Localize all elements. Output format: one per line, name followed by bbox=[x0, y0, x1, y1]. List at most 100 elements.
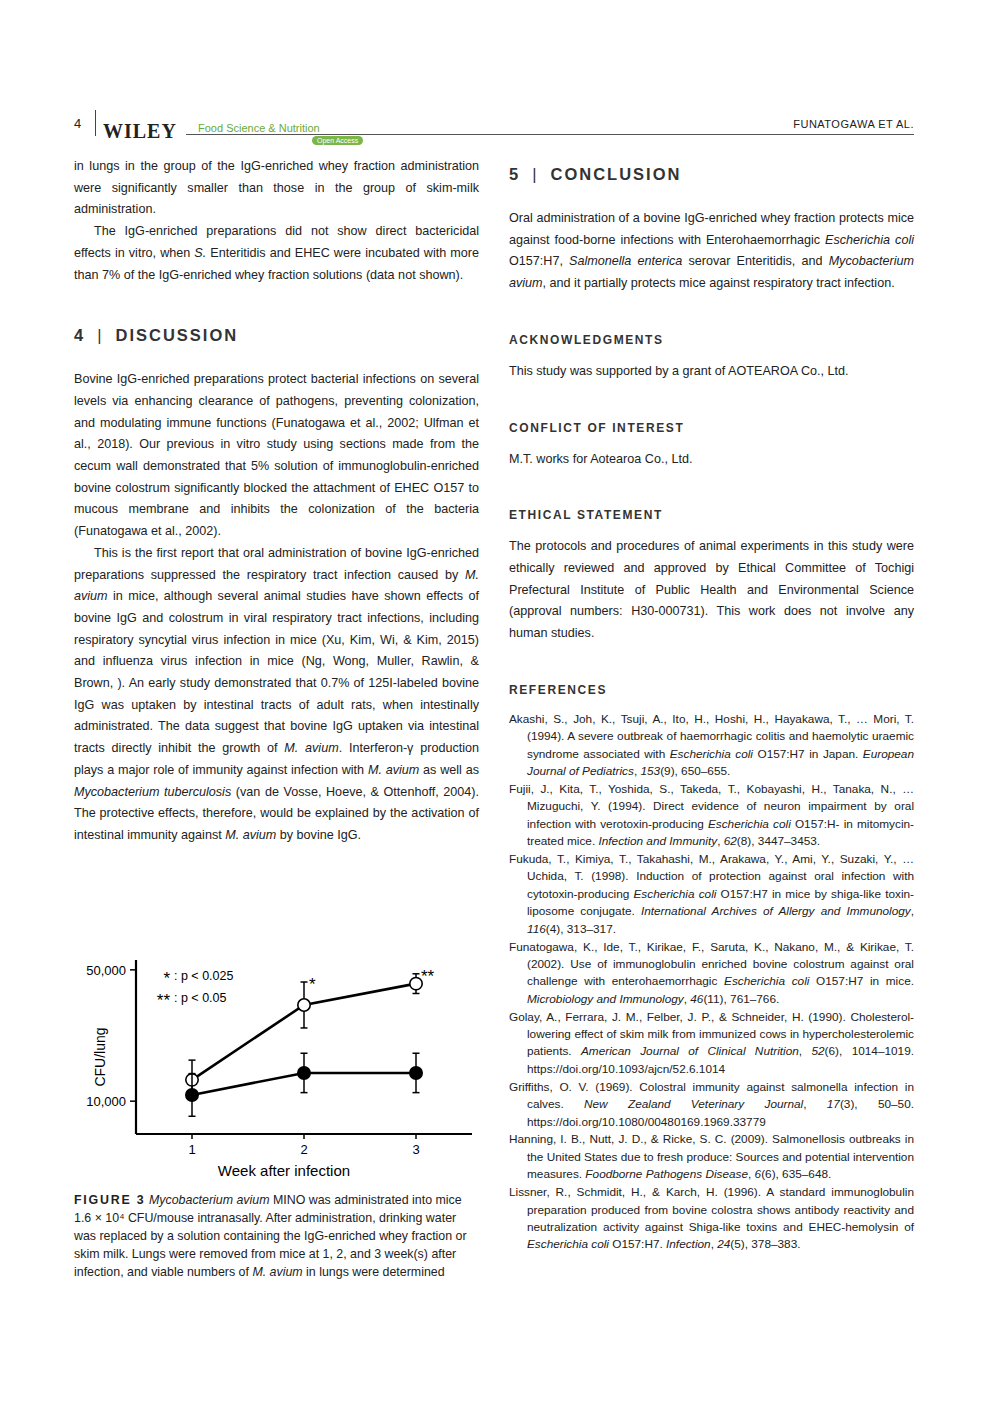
text: CONFLICT OF INTEREST bbox=[509, 421, 684, 435]
x-tick-label: 2 bbox=[300, 1142, 307, 1157]
figure-3-chart: 10,00050,000123Week after infectionCFU/l… bbox=[74, 950, 484, 1185]
text-run: , bbox=[711, 1237, 718, 1251]
annotation: ** bbox=[421, 967, 435, 986]
italic-run: New Zealand Veterinary Journal bbox=[584, 1097, 803, 1111]
open-access: Open Access bbox=[312, 136, 363, 145]
text-run: , bbox=[799, 1044, 812, 1058]
text-run: , bbox=[717, 834, 724, 848]
italic-run: M. avium bbox=[284, 741, 338, 755]
x-tick bbox=[191, 1134, 193, 1139]
text-run: in mice, although several animal studies… bbox=[74, 589, 479, 755]
text-run: O157:H7 in Japan. bbox=[753, 747, 863, 761]
text: WILEY bbox=[103, 120, 177, 142]
text: | bbox=[97, 326, 103, 344]
text-run: , bbox=[634, 764, 641, 778]
subheading: ACKNOWLEDGMENTS bbox=[509, 333, 914, 347]
italic-run: 24 bbox=[717, 1237, 730, 1251]
paragraph: The IgG-enriched preparations did not sh… bbox=[74, 221, 479, 286]
italic-run: 153 bbox=[640, 764, 660, 778]
text-run: (11), 761–766. bbox=[703, 992, 779, 1006]
subheading: REFERENCES bbox=[509, 683, 914, 697]
paragraph: This is the first report that oral admin… bbox=[74, 543, 479, 847]
error-bar-cap bbox=[301, 1052, 308, 1054]
y-tick bbox=[130, 1100, 136, 1102]
section-heading: 4|DISCUSSION bbox=[74, 326, 479, 345]
data-point bbox=[298, 999, 310, 1011]
right-column: 5|CONCLUSIONOral administration of a bov… bbox=[509, 165, 914, 1254]
error-bar-cap bbox=[189, 1073, 196, 1075]
italic-run: M. avium bbox=[225, 828, 276, 842]
reference: Lissner, R., Schmidit, H., & Karch, H. (… bbox=[509, 1184, 914, 1254]
italic-run: Salmonella enterica bbox=[569, 254, 682, 268]
text: CONCLUSION bbox=[550, 165, 681, 183]
significance-text: : p < 0.025 bbox=[174, 969, 233, 983]
paragraph: Bovine IgG-enriched preparations protect… bbox=[74, 369, 479, 543]
text-run: O157:H7. bbox=[609, 1237, 666, 1251]
text: ETHICAL STATEMENT bbox=[509, 508, 663, 522]
annotation: * bbox=[309, 975, 316, 994]
italic-run: 17 bbox=[827, 1097, 840, 1111]
italic-run: International Archives of Allergy and Im… bbox=[641, 904, 911, 918]
x-tick bbox=[303, 1134, 305, 1139]
paragraph: The protocols and procedures of animal e… bbox=[509, 536, 914, 645]
data-point bbox=[410, 1067, 422, 1079]
error-bar-cap bbox=[189, 1116, 196, 1118]
italic-run: American Journal of Clinical Nutrition bbox=[581, 1044, 799, 1058]
italic-run: 62 bbox=[724, 834, 737, 848]
reference: Hanning, I. B., Nutt, J. D., & Ricke, S.… bbox=[509, 1131, 914, 1183]
text-run: O157:H7 in mice. bbox=[809, 974, 914, 988]
error-bar-cap bbox=[301, 1027, 308, 1029]
text-run: (5), 378–383. bbox=[730, 1237, 800, 1251]
italic-run: Escherichia coli bbox=[527, 1237, 609, 1251]
significance-symbol: ** bbox=[157, 991, 171, 1010]
y-tick bbox=[130, 969, 136, 971]
text-run: Bovine IgG-enriched preparations protect… bbox=[74, 372, 479, 538]
italic-run: 52 bbox=[811, 1044, 824, 1058]
italic-run: 46 bbox=[690, 992, 703, 1006]
error-bar-cap bbox=[413, 1052, 420, 1054]
y-tick-label: 10,000 bbox=[86, 1094, 126, 1109]
error-bar-cap bbox=[301, 981, 308, 983]
error-bar-cap bbox=[301, 1092, 308, 1094]
text-run: This study was supported by a grant of A… bbox=[509, 364, 849, 378]
text-run: Lissner, R., Schmidit, H., & Karch, H. (… bbox=[509, 1185, 914, 1234]
data-point bbox=[298, 1067, 310, 1079]
left-column: in lungs in the group of the IgG-enriche… bbox=[74, 156, 479, 847]
y-axis-label: CFU/lung bbox=[92, 1027, 108, 1086]
text-run: as well as bbox=[419, 763, 479, 777]
italic-run: M. avium bbox=[368, 763, 419, 777]
text: ACKNOWLEDGMENTS bbox=[509, 333, 664, 347]
error-bar-cap bbox=[413, 973, 420, 975]
header-rule bbox=[186, 134, 914, 135]
subheading: CONFLICT OF INTEREST bbox=[509, 421, 914, 435]
x-tick bbox=[415, 1134, 417, 1139]
italic-run: Escherichia coli bbox=[825, 233, 914, 247]
text-run: , bbox=[911, 904, 914, 918]
data-point bbox=[186, 1089, 198, 1101]
running-head: FUNATOGAWA ET AL. bbox=[793, 118, 914, 130]
reference: Golay, A., Ferrara, J. M., Felber, J. P.… bbox=[509, 1009, 914, 1079]
italic-run: S. bbox=[194, 246, 206, 260]
text-run: by bovine IgG. bbox=[276, 828, 361, 842]
header-divider bbox=[95, 110, 96, 136]
text: Open Access bbox=[317, 137, 358, 144]
reference: Fukuda, T., Kimiya, T., Takahashi, M., A… bbox=[509, 851, 914, 938]
significance-symbol: * bbox=[163, 969, 170, 988]
text: DISCUSSION bbox=[115, 326, 238, 344]
text-run bbox=[146, 1193, 149, 1207]
italic-run: Infection bbox=[666, 1237, 711, 1251]
text-run: O157:H7, bbox=[509, 254, 569, 268]
publisher: WILEY bbox=[103, 120, 177, 143]
italic-run: Escherichia coli bbox=[724, 974, 809, 988]
text-run: (9), 650–655. bbox=[660, 764, 730, 778]
x-axis-label: Week after infection bbox=[218, 1162, 350, 1179]
figure-label: FIGURE 3 bbox=[74, 1193, 146, 1207]
page-number: 4 bbox=[74, 116, 81, 131]
error-bar-cap bbox=[413, 1092, 420, 1094]
text-run: The protocols and procedures of animal e… bbox=[509, 539, 914, 640]
x-tick-label: 3 bbox=[412, 1142, 419, 1157]
paragraph: M.T. works for Aotearoa Co., Ltd. bbox=[509, 449, 914, 471]
text-run: (6), 635–648. bbox=[761, 1167, 831, 1181]
text: FUNATOGAWA ET AL. bbox=[793, 118, 914, 130]
paragraph: Oral administration of a bovine IgG-enri… bbox=[509, 208, 914, 295]
